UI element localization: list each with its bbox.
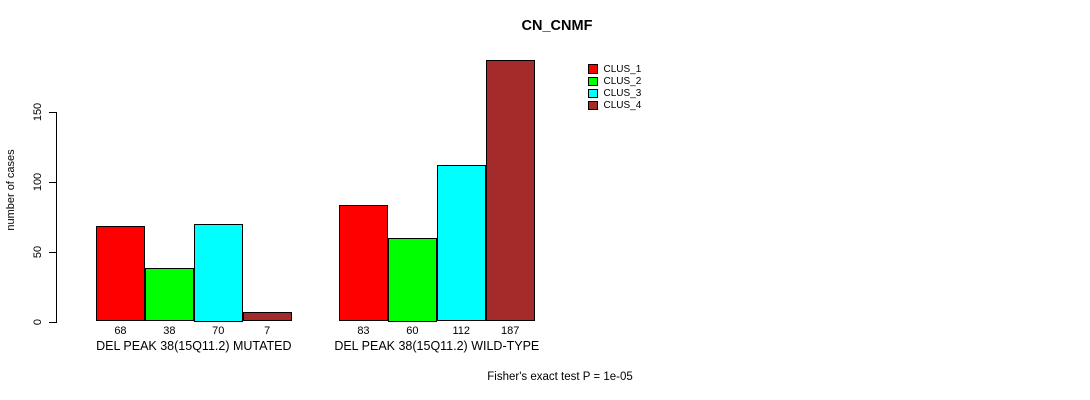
y-axis-line bbox=[55, 111, 57, 323]
bar-clus_3-group2 bbox=[436, 164, 486, 322]
legend-item-clus_1: CLUS_1 bbox=[588, 63, 641, 75]
bar-clus_2-group1 bbox=[144, 268, 194, 322]
y-tick-mark bbox=[49, 181, 56, 183]
bar-clus_1-group2 bbox=[339, 205, 388, 322]
y-tick-label: 0 bbox=[31, 319, 44, 326]
bar-value-label: 83 bbox=[357, 324, 370, 337]
bar-clus_3-group1 bbox=[193, 223, 243, 322]
group-label: DEL PEAK 38(15Q11.2) MUTATED bbox=[96, 339, 292, 353]
bar-value-label: 68 bbox=[114, 324, 127, 337]
y-tick-mark bbox=[49, 111, 56, 113]
legend-item-clus_3: CLUS_3 bbox=[588, 87, 641, 99]
bar-value-label: 112 bbox=[452, 324, 471, 337]
y-tick-label: 50 bbox=[31, 246, 44, 259]
legend-label: CLUS_4 bbox=[603, 100, 642, 112]
legend: CLUS_1 CLUS_2 CLUS_3 CLUS_4 bbox=[588, 63, 641, 112]
legend-swatch-clus_1 bbox=[588, 64, 598, 74]
y-tick-label: 150 bbox=[31, 103, 44, 122]
legend-swatch-clus_4 bbox=[588, 100, 598, 111]
bar-clus_4-group1 bbox=[242, 311, 292, 322]
legend-label: CLUS_3 bbox=[603, 87, 642, 99]
y-axis-label: number of cases bbox=[5, 149, 17, 231]
y-tick-mark bbox=[49, 321, 56, 323]
group-label: DEL PEAK 38(15Q11.2) WILD-TYPE bbox=[334, 339, 540, 353]
bar-value-label: 60 bbox=[406, 324, 419, 337]
bar-clus_4-group2 bbox=[485, 59, 535, 322]
legend-item-clus_2: CLUS_2 bbox=[588, 75, 641, 87]
bar-value-label: 7 bbox=[264, 324, 271, 337]
y-tick-mark bbox=[49, 251, 56, 253]
legend-item-clus_4: CLUS_4 bbox=[588, 100, 641, 112]
bar-value-label: 70 bbox=[212, 324, 225, 337]
bar-clus_2-group2 bbox=[387, 237, 437, 322]
bar-clus_1-group1 bbox=[96, 226, 145, 322]
legend-label: CLUS_2 bbox=[603, 75, 642, 87]
bar-value-label: 38 bbox=[163, 324, 176, 337]
chart-title: CN_CNMF bbox=[521, 18, 593, 34]
fisher-test-annotation: Fisher's exact test P = 1e-05 bbox=[487, 371, 633, 383]
legend-label: CLUS_1 bbox=[603, 63, 642, 75]
legend-swatch-clus_3 bbox=[588, 88, 598, 99]
legend-swatch-clus_2 bbox=[588, 76, 598, 87]
y-tick-label: 100 bbox=[31, 173, 44, 192]
bar-value-label: 187 bbox=[500, 324, 520, 337]
